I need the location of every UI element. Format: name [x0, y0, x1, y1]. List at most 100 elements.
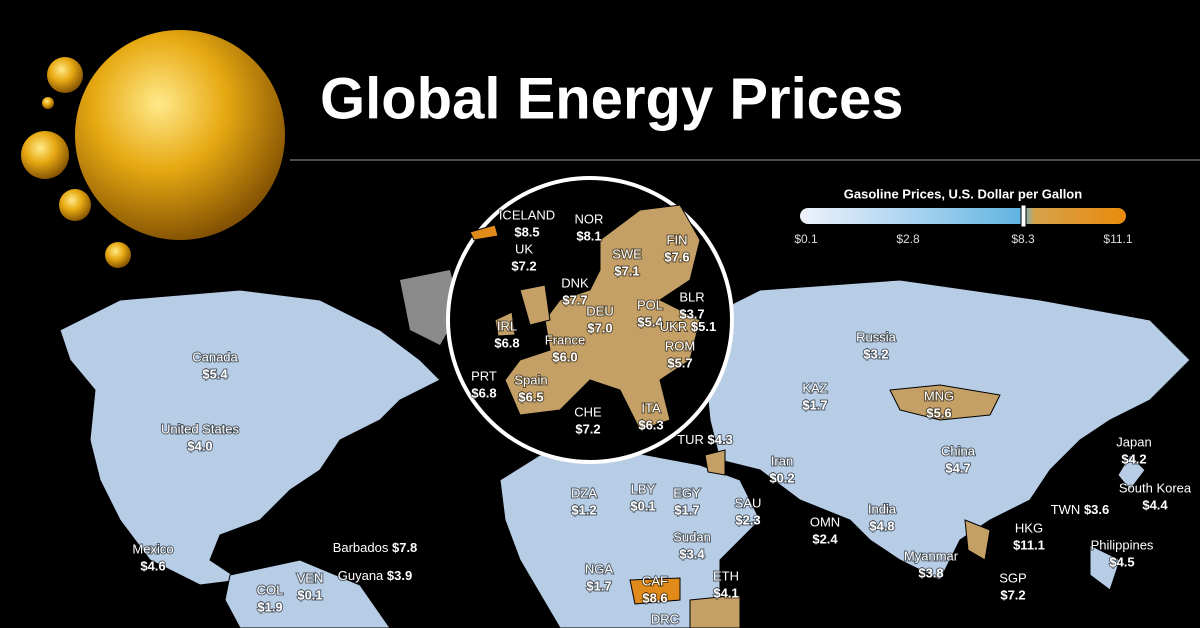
country-price: $4.2: [1121, 451, 1146, 466]
country-name: OMN: [810, 514, 840, 529]
country-price: $1.7: [586, 578, 611, 593]
country-name: ROM: [665, 338, 695, 353]
country-price: $4.1: [713, 585, 738, 600]
country-price: $3.2: [863, 346, 888, 361]
country-label: TWN $3.6: [1051, 502, 1110, 517]
country-name: VEN: [297, 570, 324, 585]
legend-tick-label: $2.8: [896, 232, 920, 246]
country-labels: Canada $5.4 United States $4.0 Mexico $4.6 Bar…: [131, 206, 1192, 627]
world-map: [59, 279, 1191, 628]
country-price: $7.0: [587, 320, 612, 335]
country-name: BLR: [679, 289, 704, 304]
country-name: UKR: [660, 319, 687, 334]
country-name: United States: [161, 421, 240, 436]
country-price: $4.0: [187, 438, 212, 453]
legend-tick-label: $0.1: [794, 232, 818, 246]
country-price: $3.6: [1084, 502, 1109, 517]
country-price: $4.8: [869, 518, 894, 533]
country-name: TWN: [1051, 502, 1081, 517]
country-name: FIN: [667, 232, 688, 247]
country-price: $2.3: [735, 512, 760, 527]
country-name: Spain: [514, 372, 547, 387]
country-name: TUR: [677, 432, 704, 447]
country-price: $3.7: [679, 306, 704, 321]
country-name: COL: [257, 582, 284, 597]
country-price: $6.0: [552, 349, 577, 364]
country-name: CHE: [574, 404, 602, 419]
country-name: LBY: [631, 481, 656, 496]
country-name: HKG: [1015, 520, 1043, 535]
country-name: South Korea: [1119, 480, 1192, 495]
country-name: IRL: [497, 318, 517, 333]
country-price: $7.1: [614, 263, 639, 278]
legend-title: Gasoline Prices, U.S. Dollar per Gallon: [844, 186, 1082, 201]
country-price: $6.5: [518, 389, 543, 404]
country-price: $7.2: [575, 421, 600, 436]
globe-logo: [21, 30, 285, 268]
country-price: $7.8: [392, 540, 417, 555]
country-price: $1.2: [571, 502, 596, 517]
country-name: DRC: [651, 611, 679, 626]
country-price: $4.6: [140, 558, 165, 573]
country-name: DEU: [586, 303, 613, 318]
country-price: $0.1: [297, 587, 322, 602]
country-price: $5.6: [926, 405, 951, 420]
country-price: $5.4: [637, 314, 663, 329]
country-name: Philippines: [1091, 537, 1154, 552]
country-name: ETH: [713, 568, 739, 583]
country-price: $4.4: [1142, 497, 1168, 512]
country-name: France: [545, 332, 585, 347]
country-name: CAF: [642, 573, 668, 588]
country-name: Russia: [856, 329, 897, 344]
country-name: Guyana: [338, 568, 384, 583]
country-price: $4.5: [1109, 554, 1134, 569]
country-name: Mexico: [132, 541, 173, 556]
country-name: MNG: [924, 388, 954, 403]
country-name: Canada: [192, 349, 238, 364]
country-label: UKR $5.1: [660, 319, 716, 334]
country-name: Iran: [771, 453, 793, 468]
greenland: [400, 270, 460, 345]
country-name: UK: [515, 241, 533, 256]
legend-tick-label: $8.3: [1011, 232, 1035, 246]
country-price: $7.6: [664, 249, 689, 264]
country-price: $1.7: [802, 397, 827, 412]
country-price: $1.7: [674, 502, 699, 517]
country-name: DNK: [561, 275, 589, 290]
country-name: China: [941, 443, 976, 458]
country-name: NOR: [575, 211, 604, 226]
country-price: $0.2: [769, 470, 794, 485]
country-label: Guyana $3.9: [338, 568, 412, 583]
legend-marker: [1020, 204, 1027, 228]
legend-scale: [800, 208, 1126, 224]
country-price: $7.2: [511, 258, 536, 273]
country-price: $11.1: [1013, 537, 1045, 552]
country-price: $7.2: [1000, 587, 1025, 602]
country-name: Barbados: [333, 540, 389, 555]
country-price: $0.1: [630, 498, 655, 513]
highlighted-countries: [629, 384, 1001, 628]
country-price: $2.4: [812, 531, 838, 546]
title: Global Energy Prices: [320, 66, 903, 131]
country-name: EGY: [673, 485, 701, 500]
country-price: $3.9: [387, 568, 412, 583]
country-name: SAU: [735, 495, 762, 510]
europe-map: [469, 204, 701, 431]
country-name: NGA: [585, 561, 614, 576]
country-label: Barbados $7.8: [333, 540, 418, 555]
country-name: SWE: [612, 246, 642, 261]
country-name: DZA: [571, 485, 597, 500]
country-name: KAZ: [802, 380, 827, 395]
country-price: $4.7: [945, 460, 970, 475]
country-price: $8.1: [576, 228, 601, 243]
country-price: $7.7: [562, 292, 587, 307]
country-name: PRT: [471, 368, 497, 383]
legend-tick-label: $11.1: [1103, 232, 1132, 246]
country-price: $1.9: [257, 599, 282, 614]
country-name: ITA: [641, 400, 661, 415]
country-price: $6.8: [494, 335, 519, 350]
country-price: $4.3: [708, 432, 733, 447]
country-price: $6.3: [638, 417, 663, 432]
country-price: $8.6: [642, 590, 667, 605]
